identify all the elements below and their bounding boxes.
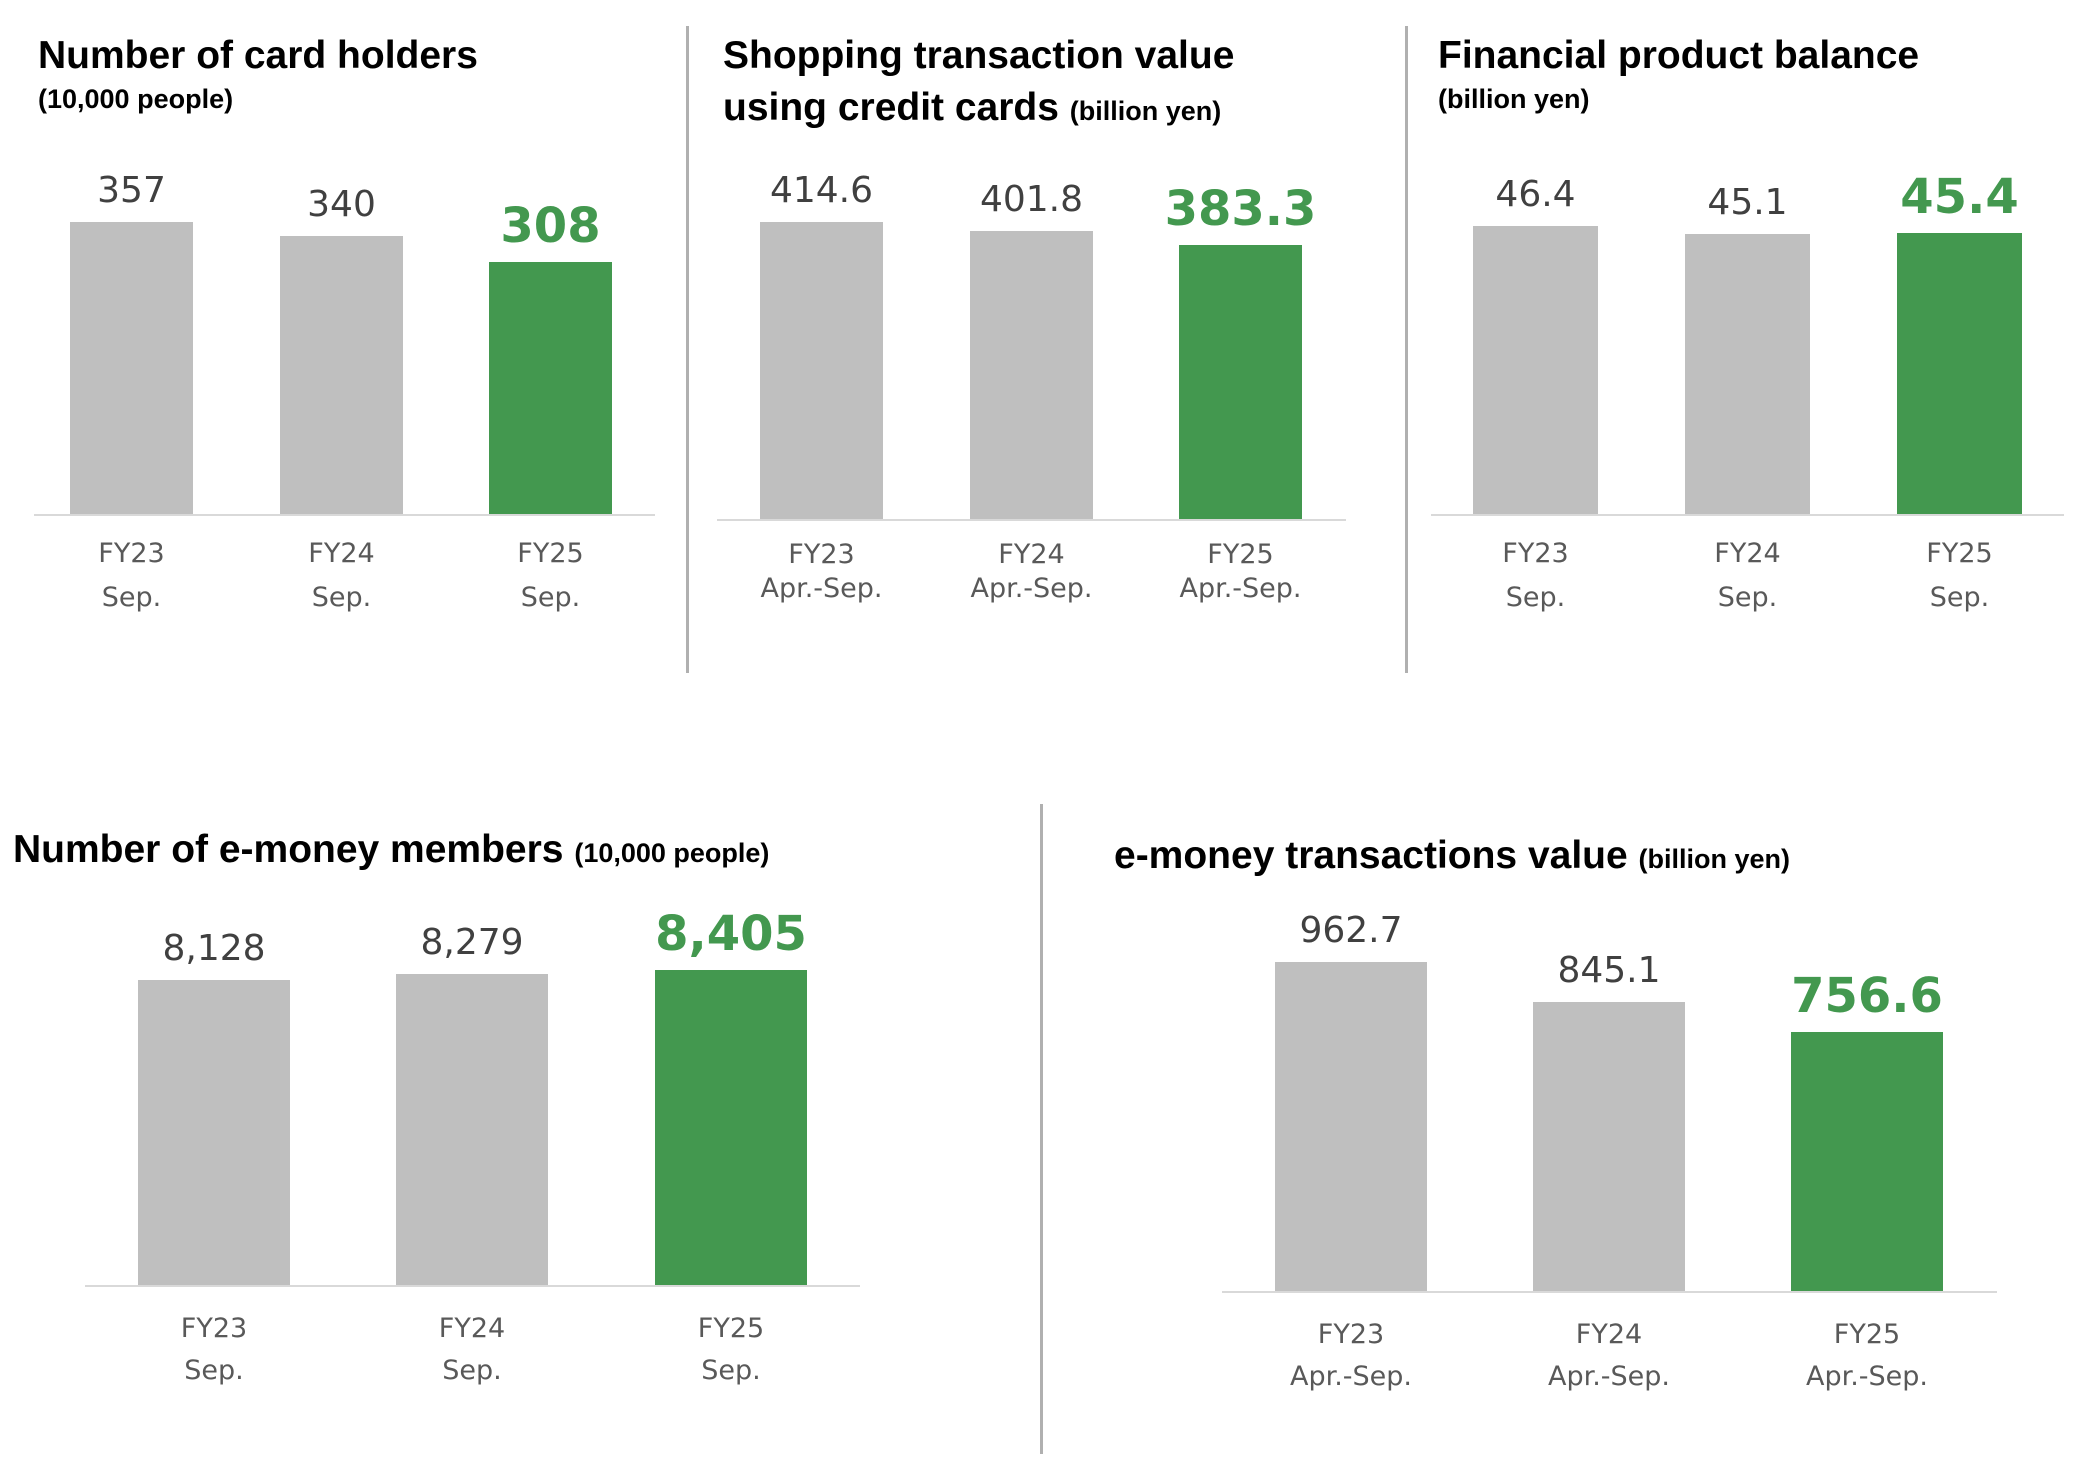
- divider: [1405, 26, 1408, 673]
- chart-title: Number of e-money members: [13, 828, 564, 871]
- x-tick-label: Sep.: [520, 582, 581, 613]
- x-tick-label: FY25: [1207, 539, 1274, 570]
- x-tick-label: Sep.: [184, 1355, 244, 1386]
- x-tick-label: Apr.-Sep.: [1547, 1361, 1671, 1392]
- data-label: 845.1: [1557, 950, 1661, 992]
- chart-unit: (10,000 people): [38, 84, 234, 114]
- x-tick-label: Sep.: [311, 582, 372, 613]
- x-tick-label: FY25: [1833, 1319, 1901, 1350]
- bar: [760, 222, 883, 519]
- bar: [396, 974, 548, 1285]
- chart-title: Shopping transaction value: [723, 34, 1235, 77]
- x-tick-label: FY23: [1502, 538, 1569, 569]
- bar: [1275, 962, 1427, 1291]
- x-tick-label: FY23: [1317, 1319, 1385, 1350]
- chart-shopping-title: Shopping transaction value using credit …: [723, 30, 1234, 137]
- x-axis-line: [34, 514, 655, 516]
- bar-highlight: [1179, 244, 1302, 519]
- x-tick-label: FY23: [98, 538, 165, 569]
- x-tick-label: FY24: [998, 539, 1065, 570]
- x-tick-label: Sep.: [101, 582, 162, 613]
- x-tick-label: FY24: [308, 538, 375, 569]
- chart-emoney-members-title: Number of e-money members (10,000 people…: [13, 824, 769, 879]
- x-tick-label: FY25: [697, 1313, 765, 1344]
- x-tick-label: Apr.-Sep.: [1289, 1361, 1413, 1392]
- chart-emoney-value-title: e-money transactions value (billion yen): [1114, 830, 1790, 885]
- data-label: 8,128: [162, 928, 266, 970]
- data-label: 383.3: [1164, 180, 1317, 237]
- chart-title-line2: using credit cards: [723, 86, 1059, 129]
- x-axis-line: [717, 519, 1346, 521]
- data-label: 756.6: [1791, 968, 1943, 1025]
- data-label: 414.6: [769, 170, 874, 212]
- x-tick-label: Apr.-Sep.: [1805, 1361, 1929, 1392]
- bar: [1685, 234, 1810, 514]
- data-label: 8,279: [420, 922, 524, 964]
- x-tick-label: Sep.: [701, 1355, 761, 1386]
- chart-unit: (billion yen): [1069, 96, 1222, 126]
- x-axis-line: [1431, 514, 2064, 516]
- bar: [1473, 226, 1598, 514]
- bar: [70, 222, 193, 514]
- data-label: 45.1: [1707, 182, 1788, 224]
- divider: [686, 26, 689, 673]
- chart-unit: (10,000 people): [574, 838, 770, 868]
- bar-highlight: [489, 262, 612, 514]
- chart-title: Financial product balance: [1438, 34, 1920, 77]
- chart-title: Number of card holders: [38, 34, 478, 77]
- divider: [1040, 804, 1043, 1454]
- x-tick-label: Sep.: [1717, 582, 1778, 613]
- chart-financial-title: Financial product balance (billion yen): [1438, 30, 1919, 116]
- bar: [280, 236, 403, 514]
- x-tick-label: FY24: [1575, 1319, 1643, 1350]
- bar-highlight: [1791, 1032, 1943, 1291]
- data-label: 8,405: [655, 905, 807, 962]
- bar: [138, 980, 290, 1285]
- chart-unit: (billion yen): [1638, 844, 1791, 874]
- chart-title: e-money transactions value: [1114, 834, 1628, 877]
- x-tick-label: Sep.: [1929, 582, 1990, 613]
- data-label: 340: [307, 184, 376, 226]
- chart-unit: (billion yen): [1438, 84, 1590, 114]
- data-label: 46.4: [1495, 174, 1576, 216]
- bar: [1533, 1002, 1685, 1291]
- data-label: 401.8: [979, 179, 1084, 221]
- chart-card-holders-title: Number of card holders (10,000 people): [38, 30, 478, 116]
- bar: [970, 231, 1093, 519]
- bar-highlight: [655, 969, 807, 1285]
- bar-highlight: [1897, 232, 2022, 514]
- x-tick-label: FY24: [438, 1313, 506, 1344]
- x-tick-label: FY25: [1926, 538, 1993, 569]
- x-tick-label: Apr.-Sep.: [1179, 573, 1302, 604]
- x-tick-label: FY23: [180, 1313, 248, 1344]
- data-label: 308: [500, 198, 601, 255]
- data-label: 45.4: [1900, 168, 2019, 225]
- x-tick-label: Sep.: [1505, 582, 1566, 613]
- x-axis-line: [1222, 1291, 1997, 1293]
- x-tick-label: Sep.: [442, 1355, 502, 1386]
- x-tick-label: FY25: [517, 538, 584, 569]
- x-tick-label: Apr.-Sep.: [970, 573, 1093, 604]
- data-label: 962.7: [1299, 910, 1403, 952]
- x-tick-label: FY23: [788, 539, 855, 570]
- x-axis-line: [85, 1285, 860, 1287]
- data-label: 357: [97, 170, 166, 212]
- x-tick-label: Apr.-Sep.: [760, 573, 883, 604]
- x-tick-label: FY24: [1714, 538, 1781, 569]
